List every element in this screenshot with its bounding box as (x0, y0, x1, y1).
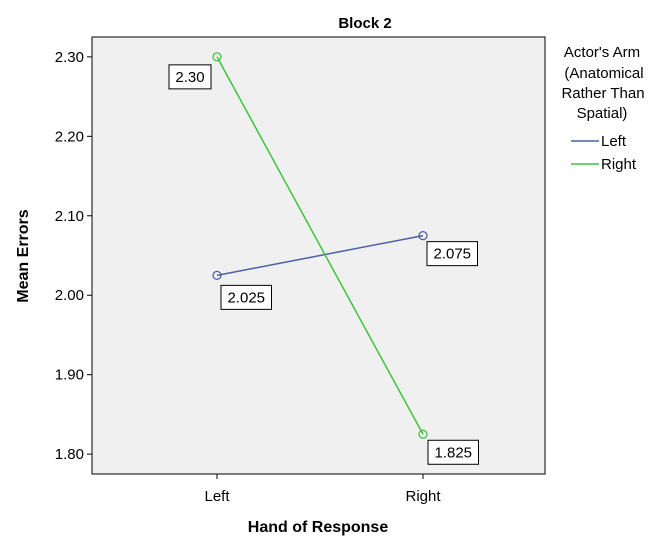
chart-title: Block 2 (338, 15, 391, 32)
x-tick-label: Left (204, 488, 230, 505)
data-label: 2.075 (433, 246, 471, 263)
legend-title-line-2: (Anatomical (564, 65, 643, 82)
y-tick-label: 2.10 (55, 208, 84, 225)
y-tick-label: 1.80 (55, 446, 84, 463)
data-label-box (220, 284, 272, 310)
data-label: 1.825 (434, 444, 472, 461)
x-axis: Left Right (204, 474, 441, 505)
y-tick-label: 2.00 (55, 287, 84, 304)
data-label-box (426, 241, 478, 267)
legend-title-line-3: Rather Than (561, 85, 644, 102)
legend-label-right: Right (601, 156, 637, 173)
series-line-right (216, 56, 424, 435)
y-tick-label: 2.20 (55, 128, 84, 145)
y-axis: 1.80 1.90 2.00 2.10 2.20 2.30 (55, 49, 92, 463)
data-point (212, 52, 222, 62)
series-layer (212, 52, 428, 439)
legend-label-left: Left (601, 133, 627, 150)
legend-title-line-4: Spatial) (577, 105, 628, 122)
y-tick-label: 1.90 (55, 367, 84, 384)
legend-title-line-1: Actor's Arm (564, 44, 640, 61)
legend-items: Left Right (571, 133, 637, 173)
data-point (418, 429, 428, 439)
data-point (212, 270, 222, 281)
data-label: 2.025 (227, 289, 265, 306)
x-tick-label: Right (405, 488, 441, 505)
x-axis-label: Hand of Response (248, 519, 389, 536)
series-line-left (216, 234, 424, 277)
data-label: 2.30 (175, 69, 204, 86)
legend: Actor's Arm (Anatomical Rather Than Spat… (561, 44, 644, 173)
data-labels-layer: 2.025 2.075 2.30 1.825 (168, 64, 479, 465)
data-point (418, 230, 428, 241)
data-label-box (168, 64, 212, 90)
data-label-box (427, 439, 479, 465)
y-tick-label: 2.30 (55, 49, 84, 66)
y-axis-label: Mean Errors (15, 209, 32, 302)
